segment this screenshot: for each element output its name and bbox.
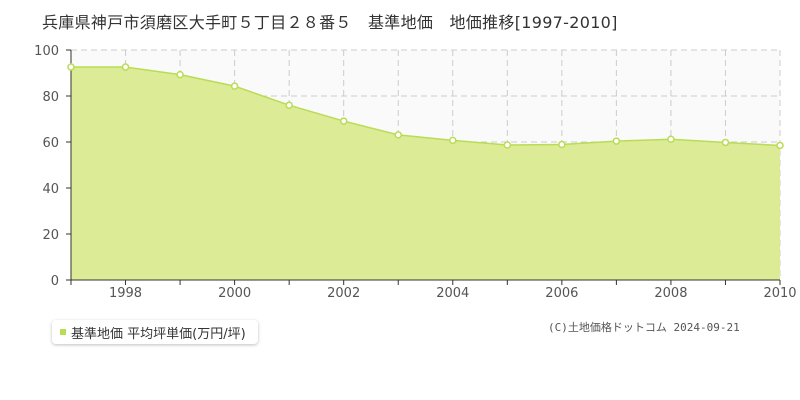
data-point <box>449 136 457 145</box>
x-tick-label: 2004 <box>436 286 469 301</box>
data-point <box>285 101 293 109</box>
x-tick-label: 2008 <box>654 286 687 301</box>
chart-title: 兵庫県神戸市須磨区大手町５丁目２８番５ 基準地価 地価推移[1997-2010] <box>42 13 618 32</box>
x-tick-label: 2002 <box>327 286 360 301</box>
y-tick-label: 60 <box>42 136 59 151</box>
legend[interactable]: 基準地価 平均坪単価(万円/坪) <box>52 320 258 344</box>
data-points <box>67 63 784 150</box>
data-point <box>176 70 184 79</box>
x-tick-label: 2010 <box>763 286 796 301</box>
x-tick-labels: 1998 2000 2002 2004 2006 2008 2010 <box>109 286 797 301</box>
data-point <box>612 137 621 145</box>
data-point <box>67 63 75 71</box>
y-tick-labels: 0 20 40 60 80 100 <box>34 44 59 289</box>
y-tick-label: 20 <box>42 228 59 243</box>
credit-text: (C)土地価格ドットコム 2024-09-21 <box>548 321 740 334</box>
data-point <box>558 140 566 149</box>
y-tick-label: 100 <box>34 44 59 59</box>
y-tick-label: 40 <box>42 182 59 197</box>
series-area <box>71 67 780 281</box>
legend-marker-icon <box>60 329 66 335</box>
data-point <box>503 141 512 149</box>
data-point <box>667 135 675 143</box>
data-point <box>121 63 130 71</box>
y-tick-label: 0 <box>51 274 59 289</box>
axes <box>66 49 781 285</box>
series-line <box>71 66 781 147</box>
data-point <box>776 141 784 150</box>
data-point <box>339 117 348 125</box>
data-point <box>230 82 239 90</box>
x-tick-label: 1998 <box>109 286 142 301</box>
y-tick-label: 80 <box>42 90 59 105</box>
data-point <box>394 131 402 139</box>
data-point <box>721 138 730 147</box>
x-tick-label: 2000 <box>218 286 251 301</box>
legend-label: 基準地価 平均坪単価(万円/坪) <box>71 326 246 342</box>
x-tick-label: 2006 <box>545 286 578 301</box>
